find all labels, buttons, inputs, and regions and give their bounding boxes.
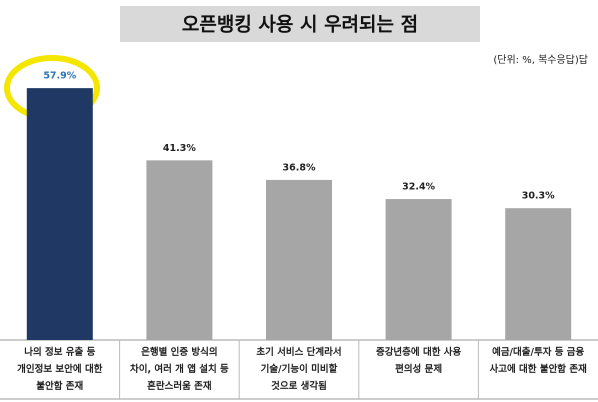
category-label: 은행별 인증 방식의 차이, 여러 개 앱 설치 등 혼란스러움 존재 [129,347,229,392]
category-label: 초기 서비스 단계라서 기술/기능이 미비할 것으로 생각됨 [256,347,342,392]
category-label: 증강년층에 대한 사용 편의성 문제 [375,347,462,375]
value-label: 32.4% [402,182,435,193]
category-label: 예금/대출/투자 등 금융 사고에 대한 불안함 존재 [489,347,587,375]
value-label: 30.3% [522,191,555,202]
title-box [120,6,480,42]
chart-title: 오픈뱅킹 사용 시 우려되는 점 [182,14,418,36]
bar [505,208,572,340]
bar [385,199,452,340]
category-label: 나의 정보 유출 등 개인정보 보안에 대한 불안함 존재 [17,347,103,392]
subtitle: (단위: %, 복수응답)답 [493,53,588,66]
bar [266,179,332,340]
bar [146,160,213,340]
value-label: 57.9% [43,71,76,82]
value-label: 41.3% [163,143,196,154]
value-label: 36.8% [283,162,316,173]
bar [26,88,93,340]
